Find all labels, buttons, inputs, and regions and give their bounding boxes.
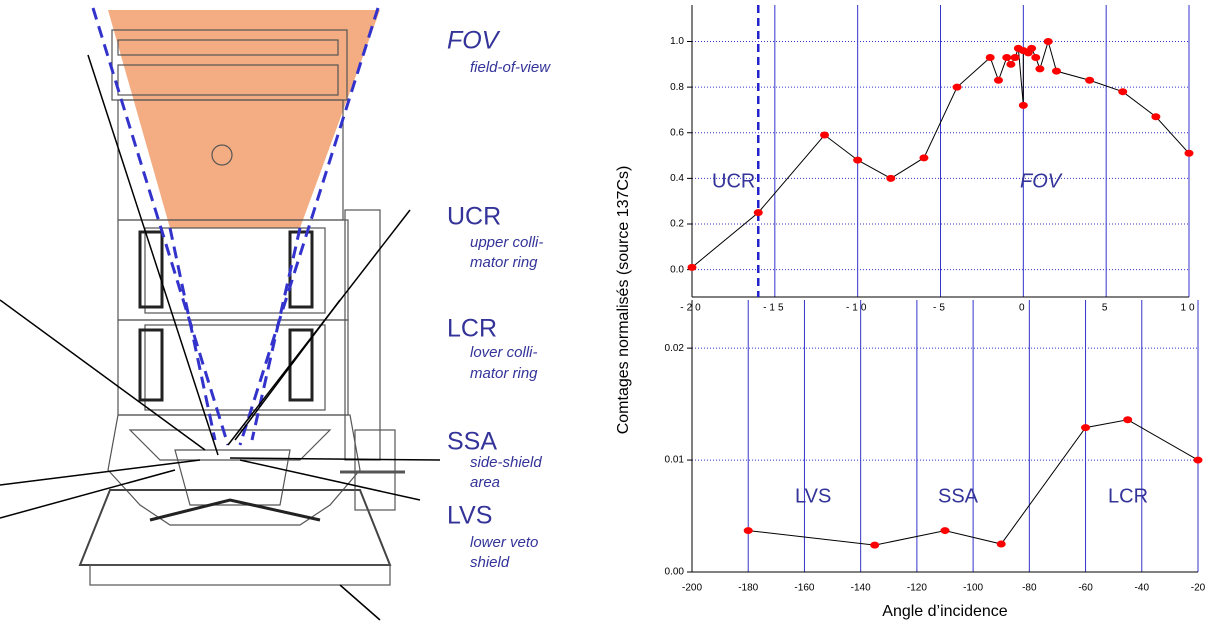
x-tick-label: -200: [682, 583, 702, 594]
y-tick-label: 0.4: [670, 173, 684, 184]
y-tick-label: 0.00: [665, 567, 685, 578]
data-point: [1018, 101, 1028, 109]
x-axis-label: Angle d’incidence: [882, 603, 1008, 620]
data-point: [1010, 53, 1020, 61]
label-title: LVS: [447, 502, 492, 530]
x-tick-label: -160: [794, 583, 814, 594]
data-point: [1006, 60, 1016, 68]
label-title: FOV: [447, 27, 501, 55]
data-point: [1118, 88, 1128, 96]
data-point: [1002, 53, 1012, 61]
annotation: FOV: [1020, 170, 1063, 192]
label-description: field-of-view: [470, 59, 551, 76]
label-description: mator ring: [470, 365, 538, 382]
x-tick-label: -20: [680, 303, 703, 314]
data-point: [1051, 67, 1061, 75]
x-tick-label: -10: [846, 303, 869, 314]
data-point: [743, 527, 753, 535]
data-point: [940, 527, 950, 535]
data-point: [870, 541, 880, 549]
data-point: [1081, 424, 1091, 432]
annotation: LVS: [795, 485, 831, 507]
x-tick-label: -5: [933, 303, 948, 314]
y-tick-label: 0.2: [670, 219, 684, 230]
x-tick-label: -60: [1078, 583, 1093, 594]
label-title: SSA: [447, 428, 497, 456]
data-point: [820, 131, 830, 139]
label-title: UCR: [447, 203, 501, 231]
x-tick-label: -40: [1135, 583, 1150, 594]
data-point: [952, 83, 962, 91]
x-tick-label: -15: [763, 303, 786, 314]
data-point: [985, 53, 995, 61]
x-tick-label: -120: [907, 583, 927, 594]
x-tick-label: -80: [1022, 583, 1037, 594]
label-description: side-shield: [470, 454, 542, 471]
data-point: [1151, 113, 1161, 121]
x-tick-label: -180: [738, 583, 758, 594]
data-point: [687, 263, 697, 271]
label-description: upper colli-: [470, 234, 543, 251]
label-description: lower veto: [470, 534, 538, 551]
x-tick-label: -20: [1191, 583, 1206, 594]
y-tick-label: 0.02: [665, 343, 685, 354]
y-tick-label: 0.01: [665, 455, 685, 466]
data-point: [919, 154, 929, 162]
x-tick-label: 10: [1180, 303, 1197, 314]
x-tick-label: -100: [963, 583, 983, 594]
annotation: LCR: [1108, 485, 1148, 507]
x-tick-label: 0: [1019, 303, 1028, 314]
data-point: [1031, 53, 1041, 61]
data-point: [853, 156, 863, 164]
data-point: [1027, 44, 1037, 52]
data-point: [1123, 416, 1133, 424]
data-point: [886, 174, 896, 182]
data-point: [1035, 65, 1045, 73]
label-description: lover colli-: [470, 344, 538, 361]
annotation: UCR: [712, 170, 755, 192]
y-axis-label: Comtages normalisés (source 137Cs): [615, 166, 632, 435]
chart: -200 -180 -160 -140 -120 -100 -80 -60 -40 -200.00…: [665, 300, 1206, 620]
data-point: [1193, 456, 1203, 464]
data-point: [1043, 38, 1053, 45]
y-tick-label: 0.6: [670, 127, 684, 138]
diagram-labels: FOV field-of-view UCR upper colli-mator rin…: [447, 27, 551, 571]
detector-drawing: [0, 7, 441, 621]
label-description: shield: [470, 554, 510, 571]
x-tick-label: -140: [851, 583, 871, 594]
label-description: area: [470, 474, 500, 491]
label-description: mator ring: [470, 254, 538, 271]
chart: -20 -15 -10 -5 0 5 10 0.0 0.2 0.4 0.6 0.8 1.0 UCR FOV C…: [615, 5, 1197, 435]
data-point: [1085, 76, 1095, 84]
y-tick-label: 1.0: [670, 36, 684, 47]
data-point: [996, 540, 1006, 548]
charts: -20 -15 -10 -5 0 5 10 0.0 0.2 0.4 0.6 0.8 1.0 UCR FOV C…: [615, 5, 1206, 620]
annotation: SSA: [938, 485, 979, 507]
y-tick-label: 0.8: [670, 82, 684, 93]
data-point: [1184, 149, 1194, 157]
label-title: LCR: [447, 315, 497, 343]
y-tick-label: 0.0: [670, 264, 684, 275]
x-tick-label: 5: [1102, 303, 1111, 314]
data-point: [753, 209, 763, 217]
data-point: [993, 76, 1003, 84]
